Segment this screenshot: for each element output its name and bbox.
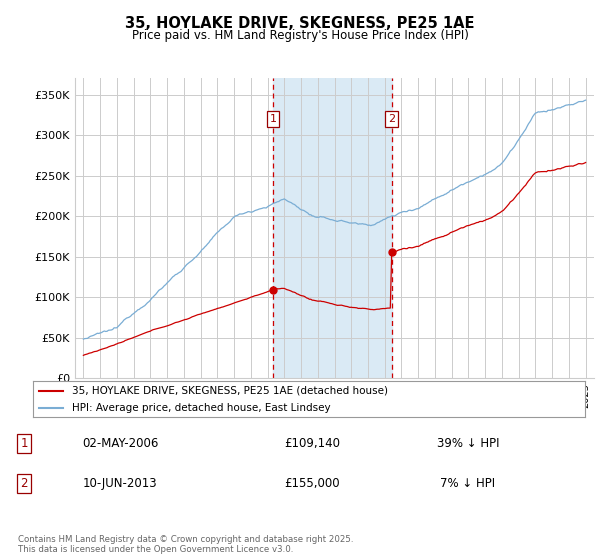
Bar [273,78,392,378]
Text: Contains HM Land Registry data © Crown copyright and database right 2025.
This d: Contains HM Land Registry data © Crown c… [18,535,353,554]
Text: £155,000: £155,000 [284,477,340,490]
Text: £109,140: £109,140 [284,437,340,450]
Text: 39% ↓ HPI: 39% ↓ HPI [437,437,499,450]
Text: 2: 2 [20,477,28,490]
Text: 35, HOYLAKE DRIVE, SKEGNESS, PE25 1AE (detached house): 35, HOYLAKE DRIVE, SKEGNESS, PE25 1AE (d… [71,386,388,396]
Text: 1: 1 [269,114,277,124]
Text: 10-JUN-2013: 10-JUN-2013 [83,477,157,490]
Text: 02-MAY-2006: 02-MAY-2006 [82,437,158,450]
Text: 35, HOYLAKE DRIVE, SKEGNESS, PE25 1AE: 35, HOYLAKE DRIVE, SKEGNESS, PE25 1AE [125,16,475,31]
Text: 2: 2 [388,114,395,124]
Text: 1: 1 [20,437,28,450]
Text: 7% ↓ HPI: 7% ↓ HPI [440,477,496,490]
Text: HPI: Average price, detached house, East Lindsey: HPI: Average price, detached house, East… [71,403,330,413]
Text: Price paid vs. HM Land Registry's House Price Index (HPI): Price paid vs. HM Land Registry's House … [131,29,469,42]
